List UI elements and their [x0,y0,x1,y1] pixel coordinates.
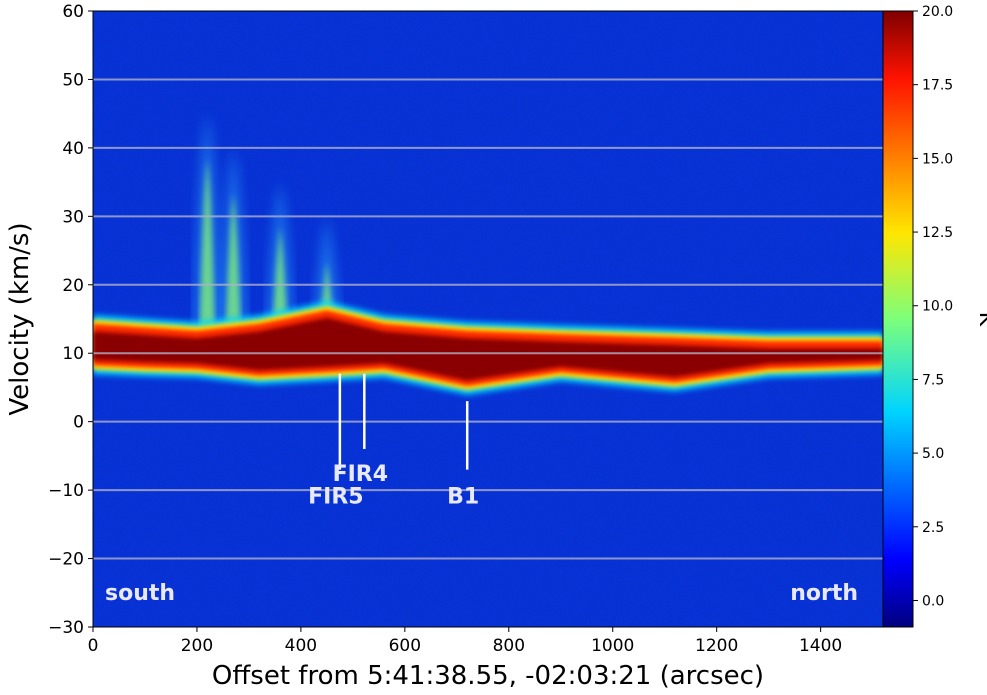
outflow-plume-core [199,158,216,340]
colorbar-tick-label: 7.5 [922,372,944,388]
y-tick-label: 20 [62,276,84,296]
colorbar-tick-label: 17.5 [922,78,953,94]
x-tick-label: 200 [181,636,213,656]
colorbar-tick-label: 12.5 [922,225,953,241]
colorbar-tick-label: 20.0 [922,4,953,20]
emission-core [93,317,883,381]
x-tick-label: 400 [285,636,317,656]
colorbar [883,11,913,627]
colorbar-ticks: 0.0 2.5 5.0 7.5 10.0 12.5 15.0 17.5 20.0 [913,4,953,609]
y-axis-label: Velocity (km/s) [5,222,35,415]
y-tick-label: 0 [73,413,84,433]
outflow-plume-core [225,192,242,340]
emission-layer [93,113,883,395]
annotation-label: FIR5 [308,485,363,510]
colorbar-tick-label: 2.5 [922,520,944,536]
x-tick-label: 1000 [591,636,634,656]
y-axis: −30 −20 −10 0 10 20 30 40 50 60 [48,2,93,638]
x-axis-label: Offset from 5:41:38.55, -02:03:21 (arcse… [212,661,764,691]
annotation-label: FIR4 [333,462,388,487]
colorbar-tick-label: 10.0 [922,299,953,315]
y-tick-label: 30 [62,207,84,227]
x-tick-label: 800 [493,636,525,656]
y-tick-label: 60 [62,2,84,22]
gridlines [93,78,883,560]
north-label: north [790,581,858,606]
x-axis: 0 200 400 600 800 1000 1200 1400 [88,627,842,656]
colorbar-label: K [974,312,987,327]
y-tick-label: −10 [48,481,84,501]
y-tick-label: −20 [48,550,84,570]
y-tick-label: 40 [62,139,84,159]
x-tick-label: 1200 [695,636,738,656]
y-tick-label: 50 [62,70,84,90]
colorbar-tick-label: 0.0 [922,593,944,609]
y-tick-label: −30 [48,618,84,638]
x-tick-label: 1400 [799,636,842,656]
x-tick-label: 0 [88,636,99,656]
colorbar-frame [882,10,914,628]
colorbar-tick-label: 5.0 [922,446,944,462]
colorbar-tick-label: 15.0 [922,151,953,167]
annotation-label: B1 [447,485,479,510]
south-label: south [105,581,175,606]
x-tick-label: 600 [389,636,421,656]
y-tick-label: 10 [62,344,84,364]
heatmap-image [93,11,883,627]
